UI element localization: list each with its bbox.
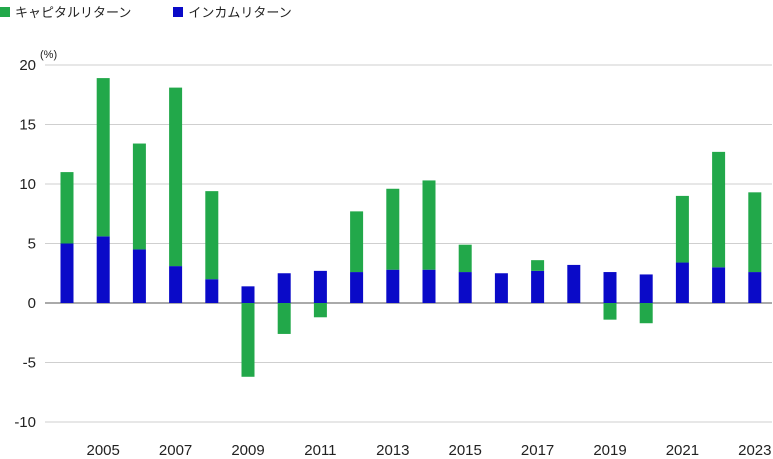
bar-income xyxy=(458,272,472,303)
x-tick-label: 2013 xyxy=(376,442,409,459)
legend-item-capital: キャピタルリターン xyxy=(0,2,131,21)
bar-capital xyxy=(96,78,110,237)
bar-capital xyxy=(169,87,183,267)
x-tick-label: 2015 xyxy=(449,442,482,459)
bar-income xyxy=(132,249,146,303)
legend: キャピタルリターン インカムリターン xyxy=(0,2,334,21)
bar-capital xyxy=(205,191,219,280)
y-tick-label: 20 xyxy=(19,57,36,74)
bar-capital xyxy=(350,211,364,273)
bar-income xyxy=(494,273,508,303)
x-tick-label: 2009 xyxy=(231,442,264,459)
bar-income xyxy=(639,274,653,303)
y-tick-label: 15 xyxy=(19,117,36,134)
bar-income xyxy=(386,269,400,303)
bar-income xyxy=(277,273,291,303)
legend-label-capital: キャピタルリターン xyxy=(15,5,132,20)
bar-capital xyxy=(386,188,400,270)
bar-income xyxy=(60,243,74,303)
x-tick-label: 2019 xyxy=(593,442,626,459)
legend-item-income: インカムリターン xyxy=(173,2,292,21)
bar-income xyxy=(169,266,183,303)
y-unit-label: (%) xyxy=(40,49,58,61)
bar-income xyxy=(422,269,436,303)
legend-swatch-income xyxy=(173,6,184,17)
bar-income xyxy=(531,270,545,303)
bar-income xyxy=(712,267,726,303)
y-tick-label: -5 xyxy=(23,355,36,372)
bar-capital xyxy=(603,303,617,320)
legend-label-income: インカムリターン xyxy=(188,5,292,20)
bar-capital xyxy=(531,260,545,271)
y-tick-label: 10 xyxy=(19,176,36,193)
bar-capital xyxy=(60,172,74,244)
bar-income xyxy=(313,270,327,303)
y-tick-label: 5 xyxy=(28,236,36,253)
bar-capital xyxy=(675,195,689,263)
bar-capital xyxy=(313,303,327,318)
bar-capital xyxy=(422,180,436,270)
bar-capital xyxy=(712,151,726,268)
x-tick-label: 2021 xyxy=(666,442,699,459)
bar-income xyxy=(603,272,617,303)
x-tick-label: 2005 xyxy=(87,442,120,459)
x-tick-label: 2023 xyxy=(738,442,771,459)
bar-income xyxy=(205,279,219,303)
bar-income xyxy=(675,262,689,303)
legend-swatch-capital xyxy=(0,6,10,17)
bar-income xyxy=(748,272,762,303)
bar-capital xyxy=(748,192,762,273)
x-tick-label: 2007 xyxy=(159,442,192,459)
bar-capital xyxy=(277,303,291,334)
x-tick-label: 2011 xyxy=(304,442,336,459)
bar-income xyxy=(96,236,110,303)
bar-capital xyxy=(132,143,146,250)
y-tick-label: -10 xyxy=(14,414,36,431)
bar-capital xyxy=(241,303,255,377)
x-tick-label: 2017 xyxy=(521,442,554,459)
bar-capital xyxy=(458,244,472,273)
bar-income xyxy=(350,272,364,303)
bar-capital xyxy=(639,303,653,324)
bar-income xyxy=(567,264,581,303)
y-tick-label: 0 xyxy=(28,295,36,312)
bar-income xyxy=(241,286,255,303)
